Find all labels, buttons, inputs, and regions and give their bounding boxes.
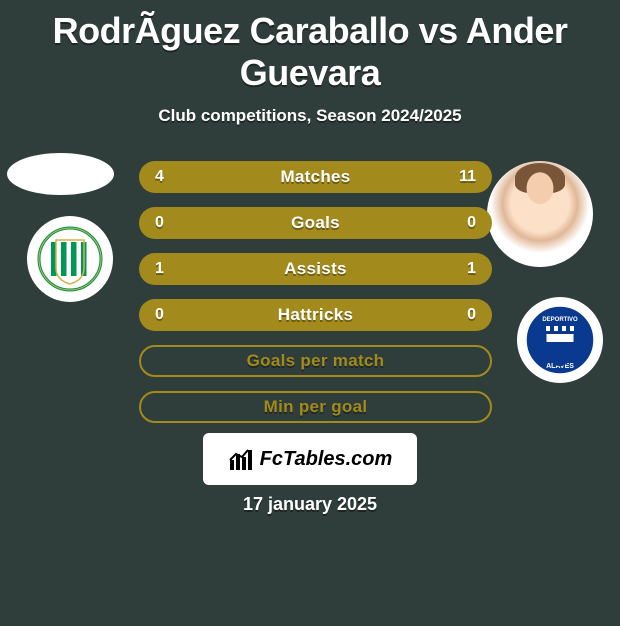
stat-row-matches: 4 Matches 11: [139, 161, 492, 193]
svg-text:DEPORTIVO: DEPORTIVO: [542, 317, 578, 323]
stat-label: Assists: [284, 259, 347, 279]
stat-right-value: 0: [467, 306, 476, 324]
left-club-badge: [27, 216, 113, 302]
stat-left-value: 4: [155, 168, 164, 186]
right-club-badge: DEPORTIVO ALAVÉS: [517, 297, 603, 383]
right-player-avatar: [487, 161, 593, 267]
subtitle: Club competitions, Season 2024/2025: [0, 106, 620, 126]
stat-row-hattricks: 0 Hattricks 0: [139, 299, 492, 331]
stat-label: Min per goal: [264, 397, 368, 417]
stat-right-value: 1: [467, 260, 476, 278]
left-player-avatar: [7, 153, 114, 195]
stat-row-goals: 0 Goals 0: [139, 207, 492, 239]
stat-row-mpg: Min per goal: [139, 391, 492, 423]
stat-label: Goals: [291, 213, 340, 233]
comparison-canvas: DEPORTIVO ALAVÉS 4 Matches 11 0 Goals 0: [0, 126, 620, 626]
stat-label: Matches: [280, 167, 350, 187]
stat-label: Goals per match: [247, 351, 385, 371]
stat-bars: 4 Matches 11 0 Goals 0 1 Assists 1 0 Hat…: [139, 161, 492, 437]
stat-row-assists: 1 Assists 1: [139, 253, 492, 285]
branding-text: FcTables.com: [260, 448, 393, 471]
stat-row-gpm: Goals per match: [139, 345, 492, 377]
page-title: RodrÃ­guez Caraballo vs Ander Guevara: [0, 0, 620, 94]
alaves-crest-icon: DEPORTIVO ALAVÉS: [524, 304, 596, 376]
betis-crest-icon: [37, 226, 103, 292]
stat-right-value: 0: [467, 214, 476, 232]
date-text: 17 january 2025: [0, 494, 620, 515]
stat-left-value: 0: [155, 214, 164, 232]
stat-left-value: 0: [155, 306, 164, 324]
stat-label: Hattricks: [278, 305, 353, 325]
stat-left-value: 1: [155, 260, 164, 278]
stat-right-value: 11: [459, 168, 476, 186]
fctables-logo-icon: [228, 446, 254, 472]
branding-badge: FcTables.com: [203, 433, 417, 485]
